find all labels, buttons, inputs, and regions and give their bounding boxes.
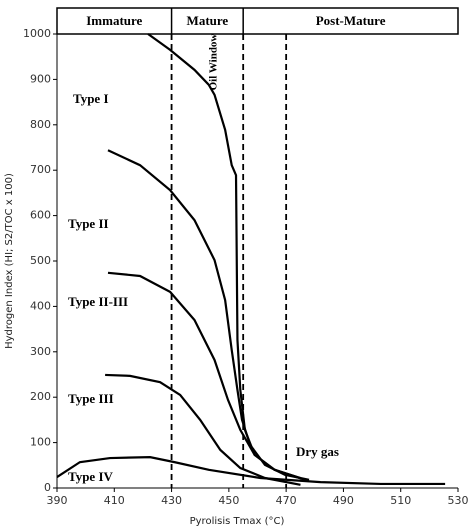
y-tick-label: 800 (30, 118, 51, 131)
line (107, 149, 310, 481)
y-tick-label: 0 (44, 481, 51, 494)
y-tick-label: 1000 (23, 27, 51, 40)
line (56, 456, 446, 486)
zone-label: Mature (187, 13, 229, 28)
line (107, 271, 306, 481)
zone-label: Post-Mature (316, 13, 386, 28)
y-tick-label: 200 (30, 390, 51, 403)
y-tick-label: 700 (30, 163, 51, 176)
y-tick-label: 600 (30, 209, 51, 222)
series-label: Type I (73, 91, 109, 106)
x-tick-label: 410 (104, 494, 125, 507)
annotation: Dry gas (296, 444, 339, 459)
x-tick-label: 510 (390, 494, 411, 507)
y-tick-label: 300 (30, 345, 51, 358)
x-tick-label: 530 (448, 494, 469, 507)
line (105, 373, 301, 486)
x-tick-label: 490 (333, 494, 354, 507)
x-tick-label: 430 (161, 494, 182, 507)
annotation: Oil Window (208, 34, 220, 91)
x-tick-label: 470 (276, 494, 297, 507)
x-tick-label: 390 (47, 494, 68, 507)
series-label: Type II-III (68, 294, 128, 309)
y-tick-label: 400 (30, 299, 51, 312)
series-label: Type IV (68, 469, 114, 484)
x-tick-label: 450 (218, 494, 239, 507)
zone-label: Immature (86, 13, 142, 28)
y-tick-label: 100 (30, 436, 51, 449)
y-axis-title: Hydrogen Index (HI; S2/TOC x 100) (4, 173, 15, 349)
x-axis-title: Pyrolisis Tmax (°C) (190, 516, 285, 527)
zone-header (56, 7, 459, 35)
y-tick-label: 500 (30, 254, 51, 267)
series-label: Type III (68, 391, 114, 406)
series-label: Type II (68, 216, 109, 231)
y-tick-label: 900 (30, 72, 51, 85)
